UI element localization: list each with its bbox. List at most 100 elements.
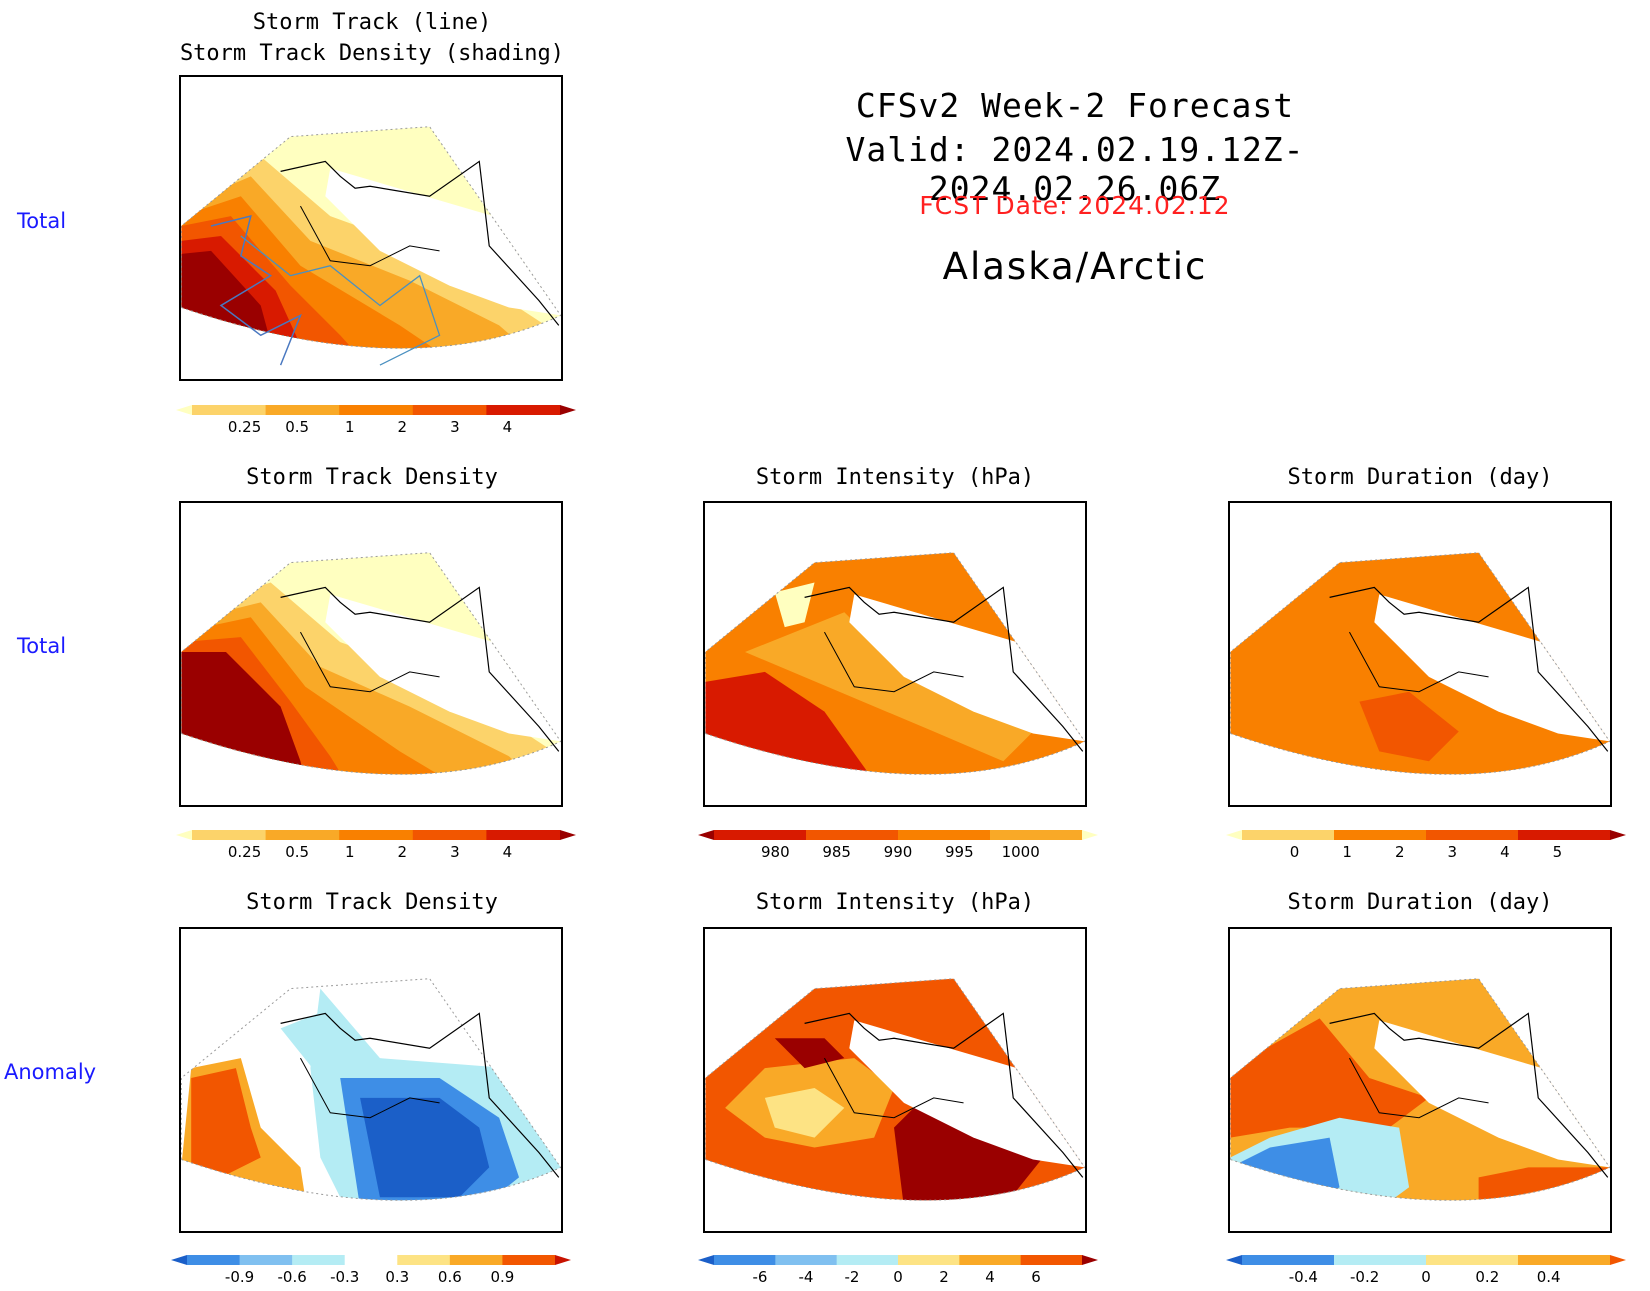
colorbar-swatch (560, 405, 576, 415)
colorbar-swatch (560, 830, 576, 840)
colorbar-tick-label: 0.25 (228, 418, 261, 436)
colorbar-swatch (412, 405, 487, 415)
row-label-anomaly: Anomaly (4, 1060, 97, 1084)
map-intensity-anomaly (703, 927, 1087, 1233)
colorbar-swatch (1242, 830, 1335, 840)
fcst-date: FCST Date: 2024.02.12 (919, 191, 1231, 220)
colorbar-tick-label: 995 (945, 843, 974, 861)
colorbar-swatch (555, 1255, 571, 1265)
colorbar-swatch (192, 830, 267, 840)
colorbar-tick-label: -2 (845, 1268, 860, 1286)
colorbar-tick-label: 985 (822, 843, 851, 861)
colorbar-swatch (1517, 830, 1611, 840)
colorbar-swatch (339, 405, 414, 415)
colorbar-density-anomaly: -0.9 -0.6 -0.3 0.3 0.6 0.9 (171, 1255, 571, 1291)
colorbar-swatch (449, 1255, 503, 1265)
colorbar-swatch (1020, 1255, 1083, 1265)
colorbar-tick-label: 1 (1342, 843, 1352, 861)
map-duration-anomaly (1228, 927, 1612, 1233)
colorbar-tick-label: 3 (1448, 843, 1458, 861)
colorbar-tick-label: 2 (1395, 843, 1405, 861)
colorbar-swatch (176, 405, 192, 415)
colorbar-tick-label: 4 (503, 843, 513, 861)
colorbar-tick-label: 0 (1290, 843, 1300, 861)
colorbar-tick-label: 0.5 (285, 418, 309, 436)
colorbar-swatch (698, 1255, 714, 1265)
colorbar-tick-label: 0.4 (1537, 1268, 1561, 1286)
colorbar-swatch (265, 830, 340, 840)
map-duration-total (1228, 501, 1612, 807)
colorbar-tick-label: -0.2 (1350, 1268, 1379, 1286)
colorbar-tick-label: 2 (398, 418, 408, 436)
colorbar-duration-total: 0 1 2 3 4 5 (1226, 830, 1626, 866)
colorbar-tick-label: 0.25 (228, 843, 261, 861)
row-label-total-top: Total (17, 209, 67, 233)
colorbar-swatch (486, 830, 561, 840)
colorbar-swatch (486, 405, 561, 415)
colorbar-duration-anomaly: -0.4 -0.2 0 0.2 0.4 (1226, 1255, 1626, 1291)
colorbar-swatch (1333, 1255, 1427, 1265)
colorbar-swatch (265, 405, 340, 415)
colorbar-swatch (1226, 1255, 1242, 1265)
colorbar-tick-label: 1 (345, 843, 355, 861)
colorbar-tick-label: 1 (345, 418, 355, 436)
colorbar-swatch (1082, 830, 1098, 840)
colorbar-swatch (959, 1255, 1022, 1265)
panel-title-duration-anomaly: Storm Duration (day) (1287, 890, 1553, 915)
colorbar-tick-label: -0.9 (225, 1268, 254, 1286)
colorbar-swatch (836, 1255, 899, 1265)
colorbar-swatch (412, 830, 487, 840)
region-name: Alaska/Arctic (942, 245, 1208, 288)
map-density-anomaly (179, 927, 563, 1233)
panel-title-storm-track-density-shading: Storm Track Density (shading) (179, 41, 565, 66)
colorbar-tick-label: 2 (939, 1268, 949, 1286)
colorbar-swatch (239, 1255, 293, 1265)
map-intensity-total (703, 501, 1087, 807)
colorbar-swatch (1333, 830, 1427, 840)
colorbar-swatch (1610, 1255, 1626, 1265)
colorbar-svg: 0.25 0.5 1 2 3 4 (176, 405, 576, 436)
colorbar-tick-label: 0.9 (490, 1268, 514, 1286)
colorbar-tick-label: -0.3 (330, 1268, 359, 1286)
colorbar-swatch (397, 1255, 451, 1265)
colorbar-tick-label: 0.6 (438, 1268, 462, 1286)
colorbar-tick-label: 1000 (1002, 843, 1040, 861)
colorbar-swatch (714, 1255, 776, 1265)
colorbar-svg: 0 1 2 3 4 5 (1226, 830, 1626, 861)
colorbar-tick-label: 2 (398, 843, 408, 861)
colorbar-swatch (502, 1255, 556, 1265)
colorbar-svg: 0.25 0.5 1 2 3 4 (176, 830, 576, 861)
colorbar-svg: -0.9 -0.6 -0.3 0.3 0.6 0.9 (171, 1255, 571, 1286)
colorbar-svg: -0.4 -0.2 0 0.2 0.4 (1226, 1255, 1626, 1286)
colorbar-swatch (339, 830, 414, 840)
colorbar-swatch (897, 830, 991, 840)
colorbar-swatch (344, 1255, 398, 1265)
panel-title-density-anomaly: Storm Track Density (246, 890, 498, 915)
colorbar-swatch (1242, 1255, 1335, 1265)
colorbar-tick-label: 4 (1500, 843, 1510, 861)
colorbar-swatch (775, 1255, 838, 1265)
colorbar-tick-label: -0.6 (278, 1268, 307, 1286)
colorbar-tick-label: 0 (893, 1268, 903, 1286)
colorbar-tick-label: 0.5 (285, 843, 309, 861)
panel-title-density-total: Storm Track Density (246, 465, 498, 490)
colorbar-swatch (176, 830, 192, 840)
colorbar-tick-label: 0.3 (385, 1268, 409, 1286)
colorbar-swatch (1082, 1255, 1098, 1265)
colorbar-swatch (292, 1255, 346, 1265)
colorbar-svg: -6 -4 -2 0 2 4 6 (698, 1255, 1098, 1286)
colorbar-swatch (1226, 830, 1242, 840)
colorbar-intensity-anomaly: -6 -4 -2 0 2 4 6 (698, 1255, 1098, 1291)
colorbar-tick-label: 6 (1031, 1268, 1041, 1286)
colorbar-tick-label: 4 (985, 1268, 995, 1286)
forecast-title: CFSv2 Week-2 Forecast (855, 86, 1295, 125)
panel-title-duration-total: Storm Duration (day) (1287, 465, 1553, 490)
row-label-total-middle: Total (17, 634, 67, 658)
colorbar-swatch (698, 830, 714, 840)
panel-title-intensity-total: Storm Intensity (hPa) (755, 465, 1035, 490)
colorbar-density-top: 0.25 0.5 1 2 3 4 (176, 405, 576, 441)
colorbar-swatch (1610, 830, 1626, 840)
map-storm-track (179, 75, 563, 381)
colorbar-tick-label: 980 (761, 843, 790, 861)
colorbar-swatch (1517, 1255, 1611, 1265)
